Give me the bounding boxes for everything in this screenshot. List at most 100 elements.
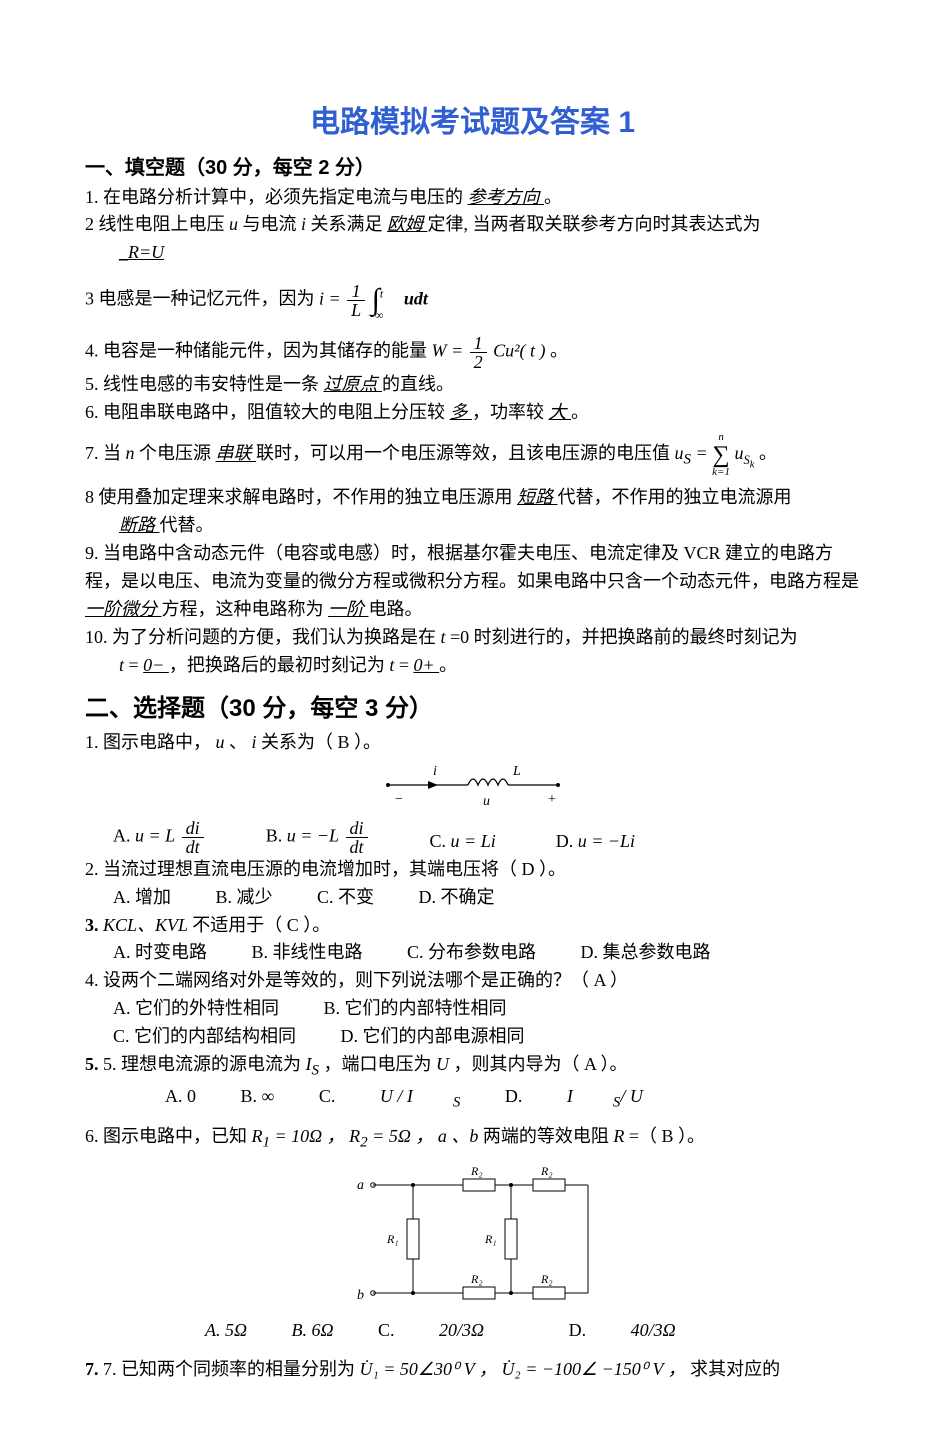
s2-q1-a: 1. 图示电路中， [85, 732, 211, 752]
exam-page: 电路模拟考试题及答案 1 一、填空题（30 分，每空 2 分） 1. 在电路分析… [0, 0, 945, 1444]
s1-q7-n: n [126, 444, 135, 464]
s2-q4-options-row1: A. 它们的外特性相同 B. 它们的内部特性相同 [113, 995, 860, 1023]
optB-eq: u = −L [287, 825, 339, 845]
s1-q9-c: 电路。 [369, 599, 423, 619]
svg-text:R₂: R₂ [470, 1272, 483, 1286]
s1-q4-a: 4. 电容是一种储能元件，因为其储存的能量 [85, 340, 432, 360]
optB-label: B. [266, 825, 287, 845]
resistor-network-diagram-icon: a b R₂ R₂ R₁ R₁ [343, 1161, 603, 1311]
s1-q3-lhs: i = [319, 289, 345, 309]
s1-q6-c: 。 [571, 402, 589, 422]
svg-text:a: a [357, 1178, 364, 1193]
s2-q4: 4. 设两个二端网络对外是等效的，则下列说法哪个是正确的？（ A ） [85, 967, 860, 995]
svg-text:L: L [512, 764, 521, 779]
s1-q10-t2: t [119, 655, 124, 675]
s1-q10-ans2: 0+ [414, 655, 440, 675]
s1-q2-u: u [229, 214, 238, 234]
s1-q5-a: 5. 线性电感的韦安特性是一条 [85, 374, 319, 394]
s2-q3-A: A. 时变电路 [113, 939, 207, 967]
s2-q5: 5. 5. 理想电流源的源电流为 IS ，端口电压为 U ，则其内导为（ A ）… [85, 1051, 860, 1083]
s1-q7-eq: = [696, 444, 713, 464]
s1-q4-b: 。 [550, 340, 568, 360]
s2-q5-D: D. IS / U [505, 1083, 683, 1115]
s1-q5: 5. 线性电感的韦安特性是一条 过原点 的直线。 [85, 371, 860, 399]
s2-q1-u: u [216, 732, 225, 752]
s2-q5-Is-sub: S [312, 1063, 320, 1079]
s1-q2-b: 与电流 [243, 214, 302, 234]
s1-q4: 4. 电容是一种储能元件，因为其储存的能量 W = 1 2 Cu²( t ) 。 [85, 334, 860, 371]
s1-q8: 8 使用叠加定理来求解电路时，不作用的独立电压源用 短路 代替，不作用的独立电流… [85, 484, 860, 512]
s1-q7-sum-bot: k=1 [712, 467, 730, 478]
svg-text:R₂: R₂ [540, 1272, 553, 1286]
s2-q6-C-pre: C. [378, 1317, 395, 1345]
s2-q1-optB: B. u = −L di dt [266, 819, 370, 856]
s2-q5-U: U [436, 1054, 449, 1074]
s2-q5-b: ，端口电压为 [324, 1054, 437, 1074]
section2-heading: 二、选择题（30 分，每空 3 分） [85, 690, 860, 727]
s2-q2-options: A. 增加 B. 减少 C. 不变 D. 不确定 [113, 884, 860, 912]
s2-q6-C: C. 20/3Ω [378, 1317, 524, 1345]
s1-q8-line2: 断路 代替。 [85, 512, 860, 540]
s2-q3-options: A. 时变电路 B. 非线性电路 C. 分布参数电路 D. 集总参数电路 [113, 939, 860, 967]
s2-q6-c: 两端的等效电阻 [483, 1126, 614, 1146]
s1-q8-ans1: 短路 [517, 487, 558, 507]
s1-q9: 9. 当电路中含动态元件（电容或电感）时，根据基尔霍夫电压、电流定律及 VCR … [85, 540, 860, 624]
s2-q6-R1sub: 1 [263, 1134, 271, 1150]
s1-q4-frac: 1 2 [470, 334, 487, 371]
optA-eq: u = L [135, 825, 175, 845]
svg-text:R₂: R₂ [540, 1164, 553, 1178]
s1-q6-b: ，功率较 [472, 402, 544, 422]
s1-q3-integrand: udt [404, 289, 428, 309]
s2-q3-D: D. 集总参数电路 [581, 939, 711, 967]
s1-q2-ans2: _R=U [119, 242, 164, 262]
optD-eq: u = −Li [578, 831, 635, 851]
s1-q6-ans2: 大 [549, 402, 572, 422]
s2-q1: 1. 图示电路中， u 、 i 关系为（ B ）。 [85, 729, 860, 757]
s2-q3-C: C. 分布参数电路 [407, 939, 536, 967]
s2-q4-options-row2: C. 它们的内部结构相同 D. 它们的内部电源相同 [113, 1023, 860, 1051]
s2-q5-C-eq: U / I [380, 1083, 413, 1111]
optB-frac: di dt [346, 819, 368, 856]
sigma-icon: ∑ [712, 443, 730, 467]
s2-q6-D: D. 40/3Ω [569, 1317, 716, 1345]
s1-q4-frac-num: 1 [470, 334, 487, 353]
s2-q6: 6. 图示电路中，已知 R1 = 10Ω ， R2 = 5Ω ， a 、b 两端… [85, 1123, 860, 1155]
s1-q7-us: u [675, 444, 684, 464]
s1-q3-int-lower: −∞ [367, 309, 383, 322]
s2-q6-d: =（ B ）。 [629, 1126, 705, 1146]
s1-q2-ans1: 欧姆 [387, 214, 428, 234]
s2-q2-D: D. 不确定 [419, 884, 495, 912]
s1-q7-sum-sub2: k [750, 460, 755, 471]
s2-q5-D-eq2: / U [620, 1083, 643, 1111]
s1-q5-ans: 过原点 [324, 374, 383, 394]
s1-q6-ans1: 多 [450, 402, 473, 422]
s2-q5-D-eq: I [567, 1083, 573, 1111]
page-title: 电路模拟考试题及答案 1 [85, 100, 860, 147]
s2-q7-a: 7. 已知两个同频率的相量分别为 [103, 1359, 360, 1379]
s1-q7-sum: n ∑ k=1 [712, 432, 730, 478]
s2-q6-b: a 、b [438, 1126, 479, 1146]
s2-q5-a: 5. 理想电流源的源电流为 [103, 1054, 306, 1074]
s2-q4-D: D. 它们的内部电源相同 [341, 1023, 525, 1051]
s2-q6-R2: R [349, 1126, 360, 1146]
s2-q6-D-pre: D. [569, 1317, 587, 1345]
s1-q10-d: ，把换路后的最初时刻记为 [169, 655, 390, 675]
s1-q8-a: 8 使用叠加定理来求解电路时，不作用的独立电压源用 [85, 487, 513, 507]
s2-q5-c: ，则其内导为（ A ）。 [454, 1054, 628, 1074]
s2-q2-A: A. 增加 [113, 884, 171, 912]
s1-q7-b: 个电压源 [139, 444, 211, 464]
s1-q3-int-upper: t [380, 288, 383, 301]
s1-q7-us-sub: S [684, 452, 692, 468]
s2-q1-figure: i L − u + [85, 763, 860, 813]
s2-q6-figure: a b R₂ R₂ R₁ R₁ [85, 1161, 860, 1311]
s2-q1-optC: C. u = Li [430, 828, 496, 856]
s1-q1-a: 1. 在电路分析计算中，必须先指定电流与电压的 [85, 187, 463, 207]
s2-q6-R: R [613, 1126, 624, 1146]
s1-q6-a: 6. 电阻串联电路中，阻值较大的电阻上分压较 [85, 402, 445, 422]
s1-q10-t: t [441, 627, 446, 647]
s2-q6-A: A. 5Ω [205, 1317, 247, 1345]
svg-text:u: u [483, 794, 490, 809]
s1-q3-frac-num: 1 [347, 282, 365, 301]
s1-q2-d: 定律, 当两者取关联参考方向时其表达式为 [428, 214, 761, 234]
optB-den: dt [346, 838, 368, 856]
